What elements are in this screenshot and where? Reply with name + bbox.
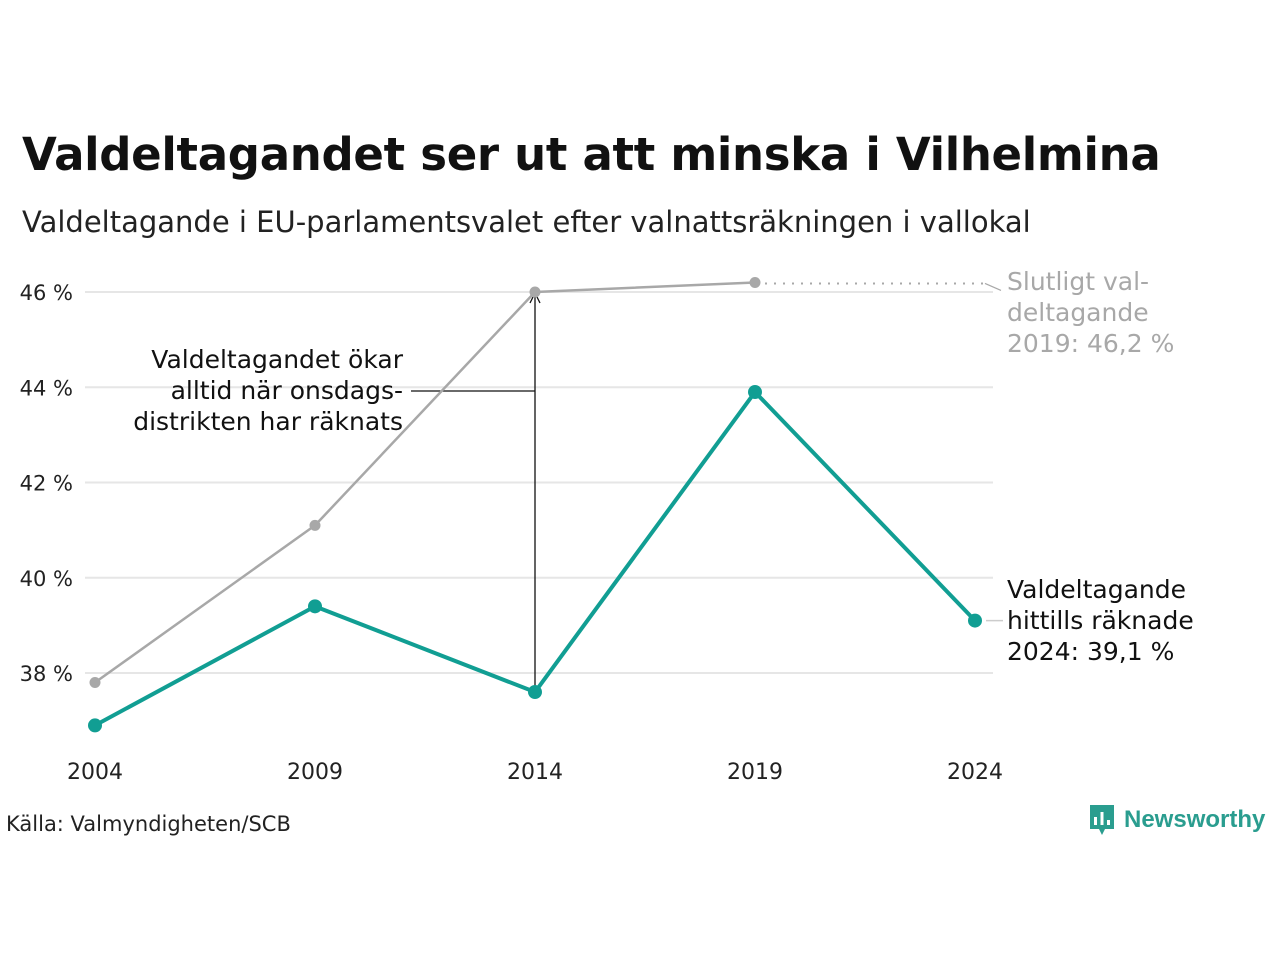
x-tick-label: 2014 — [507, 760, 563, 785]
counted-turnout-point — [528, 685, 542, 700]
x-tick-label: 2019 — [727, 760, 783, 785]
bar-chart-icon — [1090, 805, 1114, 835]
counted-turnout-point — [968, 613, 982, 628]
y-axis-ticks: 38 % 40 % 42 % 44 % 46 % — [20, 281, 73, 686]
x-tick-label: 2009 — [287, 760, 343, 785]
counted-turnout-point — [88, 718, 102, 733]
counted-turnout-label-line: Valdeltagande — [1007, 575, 1186, 604]
x-tick-label: 2024 — [947, 760, 1003, 785]
counted-turnout-label: Valdeltagande hittills räknade 2024: 39,1 … — [1007, 575, 1194, 666]
turnout-note-line: Valdeltagandet ökar — [151, 345, 403, 374]
final-turnout-label-line: 2019: 46,2 % — [1007, 329, 1174, 358]
final-label-tick — [984, 282, 1002, 292]
final-turnout-label-line: deltagande — [1007, 298, 1149, 327]
final-turnout-label: Slutligt val-deltagande 2019: 46,2 % — [1007, 267, 1174, 358]
turnout-note: Valdeltagandet ökar alltid när onsdags-di… — [133, 345, 403, 436]
y-tick-label: 38 % — [20, 662, 73, 686]
final-turnout-label-line: Slutligt val- — [1007, 267, 1149, 296]
source-note: Källa: Valmyndigheten/SCB — [6, 812, 291, 836]
x-tick-label: 2004 — [67, 760, 123, 785]
final-turnout-point — [529, 286, 541, 298]
counted-turnout-point — [748, 385, 762, 400]
final-turnout-point — [89, 677, 101, 689]
final-turnout-point — [749, 276, 761, 288]
annotation-labels: Slutligt val-deltagande 2019: 46,2 % Valde… — [133, 267, 1193, 666]
y-tick-label: 40 % — [20, 567, 73, 591]
counted-turnout-point — [308, 599, 322, 614]
y-tick-label: 46 % — [20, 281, 73, 305]
y-tick-label: 42 % — [20, 472, 73, 496]
series-layer — [88, 276, 982, 733]
turnout-note-line: distrikten har räknats — [133, 407, 403, 436]
final-turnout-line — [94, 281, 756, 684]
turnout-note-line: alltid när onsdags- — [171, 376, 403, 405]
chart-title: Valdeltagandet ser ut att minska i Vilhe… — [22, 128, 1161, 181]
y-tick-label: 44 % — [20, 376, 73, 400]
counted-turnout-label-line: hittills räknade — [1007, 606, 1194, 635]
annotation-lines — [411, 282, 1003, 687]
brand-name: Newsworthy — [1124, 806, 1266, 833]
counted-turnout-label-line: 2024: 39,1 % — [1007, 637, 1174, 666]
brand-logo: Newsworthy — [1088, 803, 1265, 837]
chart-subtitle: Valdeltagande i EU-parlamentsvalet efter… — [22, 205, 1031, 239]
final-turnout-point — [309, 519, 321, 531]
x-axis-ticks: 2004 2009 2014 2019 2024 — [67, 760, 1003, 785]
